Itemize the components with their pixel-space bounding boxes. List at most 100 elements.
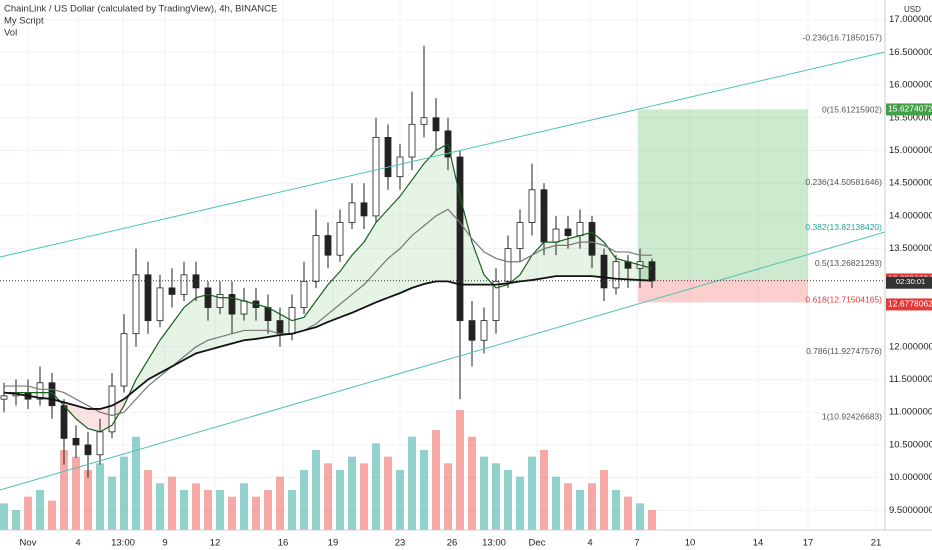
y-tick-label: 11.50000000	[889, 374, 932, 385]
stop-price-bg	[886, 298, 932, 311]
volume-bar	[384, 456, 392, 530]
x-tick-label: Dec	[529, 538, 546, 549]
y-tick-label: 13.50000000	[889, 243, 932, 254]
position-loss	[638, 279, 808, 303]
countdown-bg	[886, 278, 932, 287]
volume-bar	[324, 463, 332, 530]
y-tick-label: 14.00000000	[889, 210, 932, 221]
volume-bar	[276, 476, 284, 530]
x-tick-label: 23	[395, 538, 406, 549]
ma-fill	[544, 242, 556, 279]
candle-body	[528, 189, 536, 223]
fib-label: 1(10.92426683)	[822, 411, 882, 421]
candle-body	[468, 320, 476, 341]
volume-bar	[300, 470, 308, 530]
indicator-label: My Script	[4, 16, 44, 27]
countdown: 02:30:01	[896, 277, 925, 286]
currency-label: USD	[904, 5, 921, 14]
volume-bar	[60, 450, 68, 530]
volume-bar	[336, 470, 344, 530]
candle-body	[180, 274, 188, 295]
fib-label: -0.236(16.71850157)	[803, 32, 883, 42]
channel-upper	[0, 51, 886, 258]
candle-body	[276, 320, 284, 335]
ma-fill	[88, 408, 100, 432]
ma-fill	[304, 300, 316, 331]
candle-body	[72, 437, 80, 446]
ma-fill	[364, 222, 376, 308]
volume-bar	[636, 503, 644, 530]
volume-bar	[12, 510, 20, 530]
candle-body	[432, 117, 440, 132]
candle-body	[408, 123, 416, 158]
x-tick-label: 10	[685, 538, 696, 549]
volume-bar	[444, 463, 452, 530]
volume-bar	[24, 496, 32, 530]
ma-fill	[208, 294, 220, 351]
candle-body	[576, 222, 584, 236]
x-tick-label: 19	[328, 538, 339, 549]
candle-body	[60, 405, 68, 439]
y-tick-label: 14.50000000	[889, 178, 932, 189]
ma-fill	[148, 340, 160, 380]
y-tick-label: 12.00000000	[889, 341, 932, 352]
volume-bar	[348, 456, 356, 530]
volume-bar	[120, 456, 128, 530]
candle-body	[36, 382, 44, 400]
candle-body	[516, 222, 524, 250]
target-price-bg	[886, 103, 932, 116]
fib-label: 0.382(13.82138420)	[805, 222, 882, 232]
y-tick-label: 9.50000000	[889, 505, 932, 516]
ma-fill	[424, 150, 436, 284]
x-tick-label: 7	[634, 538, 639, 549]
volume-bar	[624, 496, 632, 530]
candle-body	[564, 228, 572, 236]
x-tick-label: 12	[210, 538, 221, 549]
candle-body	[396, 156, 404, 178]
ma-fill	[172, 307, 184, 367]
candle-body	[324, 235, 332, 256]
volume-bar	[648, 510, 656, 530]
volume-bar	[312, 450, 320, 530]
volume-bar	[168, 476, 176, 530]
candle-body	[540, 189, 548, 243]
fib-label: 0.786(11.92747576)	[806, 346, 882, 356]
volume-bar	[0, 503, 8, 530]
target-price: 15.62740722	[888, 104, 932, 114]
volume-bar	[600, 470, 608, 530]
volume-bar	[564, 483, 572, 530]
ma-line	[4, 208, 652, 417]
volume-bar	[216, 490, 224, 530]
candle-body	[108, 385, 116, 433]
volume-bar	[372, 443, 380, 530]
x-tick-label: 14	[753, 538, 764, 549]
candle-body	[84, 444, 92, 456]
volume-bar	[288, 490, 296, 530]
volume-bar	[96, 463, 104, 530]
volume-bar	[252, 496, 260, 530]
ma-line	[3, 275, 653, 410]
volume-bar	[408, 436, 416, 530]
candle-body	[48, 382, 56, 407]
x-tick-label: 9	[162, 538, 167, 549]
x-tick-label: 17	[803, 538, 814, 549]
volume-bar	[180, 490, 188, 530]
ma-fill	[376, 209, 388, 303]
fib-label: 0(15.61215902)	[822, 105, 882, 115]
ma-fill	[352, 242, 364, 313]
ma-fill	[76, 405, 88, 429]
volume-bar	[588, 483, 596, 530]
ma-fill	[196, 294, 208, 354]
fib-label: 0.5(13.26821293)	[815, 258, 882, 268]
volume-bar	[492, 463, 500, 530]
indicator-label: Vol	[4, 28, 17, 39]
candle-body	[360, 202, 368, 217]
y-tick-label: 16.00000000	[889, 80, 932, 91]
ma-fill	[472, 242, 484, 285]
ma-fill	[556, 238, 568, 277]
fib-label: 0.236(14.50581646)	[805, 177, 882, 187]
volume-bar	[360, 463, 368, 530]
candle-body	[420, 117, 428, 125]
candle-body	[132, 274, 140, 335]
